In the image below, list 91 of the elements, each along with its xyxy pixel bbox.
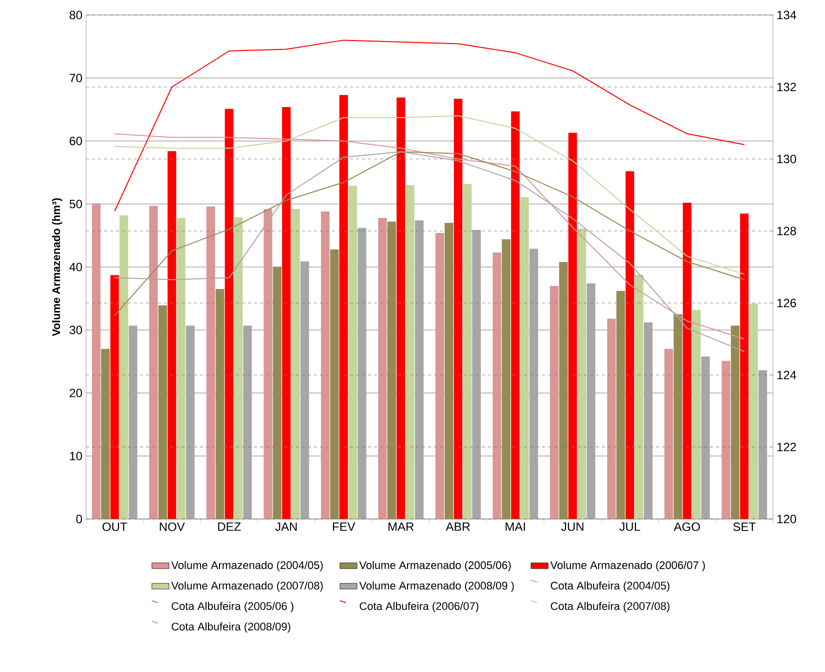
bar (682, 202, 692, 519)
bar (378, 218, 387, 519)
y-tick-label: 70 (70, 74, 82, 82)
bar (502, 239, 510, 519)
legend-label: Volume Armazenado (2004/05) (171, 560, 323, 572)
legend-label: Volume Armazenado (2005/06) (359, 560, 511, 572)
bar (444, 222, 454, 519)
bar (511, 111, 520, 519)
bar (206, 206, 216, 519)
bar (749, 304, 758, 519)
y-tick-label: 50 (70, 200, 82, 208)
y2-tick-label: 126 (777, 298, 796, 308)
legend-label: Volume Armazenado (2008/09 ) (359, 581, 514, 592)
bar (158, 305, 167, 519)
legend-label: Cota Albufeira (2004/05) (550, 581, 670, 592)
x-tick-label: OUT (102, 522, 128, 532)
legend-label: Volume Armazenado (2006/07 ) (550, 560, 705, 572)
y2-tick-label: 130 (777, 154, 796, 164)
bar (396, 98, 406, 519)
bar (463, 184, 472, 519)
x-tick-label: DEZ (218, 522, 241, 531)
bar (387, 222, 396, 519)
line-series (114, 40, 745, 212)
x-tick-label: FEV (332, 522, 356, 531)
x-tick-label: JAN (275, 522, 297, 531)
bar (578, 228, 586, 519)
y2-tick-label: 122 (777, 442, 796, 452)
bar (339, 95, 348, 519)
legend-label: Cota Albufeira (2005/06 ) (172, 602, 294, 612)
bar (120, 215, 128, 519)
x-tick-label: NOV (160, 522, 185, 532)
bar (722, 360, 730, 519)
bar (634, 274, 644, 519)
bar (568, 132, 577, 519)
bar (176, 218, 186, 519)
x-tick-label: AGO (674, 522, 700, 532)
bar (406, 185, 414, 519)
bar (607, 318, 616, 519)
line-series (114, 151, 745, 316)
y2-tick-label: 128 (777, 226, 796, 236)
y2-tick-label: 134 (777, 10, 796, 20)
y-tick-label: 30 (70, 326, 82, 334)
y-tick-label: 80 (70, 10, 82, 20)
bar (110, 275, 119, 519)
line-series (114, 115, 745, 275)
bar (692, 310, 701, 519)
y-tick-label: 60 (70, 136, 82, 146)
y2-tick-label: 124 (777, 370, 796, 380)
x-tick-label: ABR (446, 522, 470, 531)
bar (492, 252, 502, 519)
y-tick-label: 40 (69, 262, 82, 272)
bar (454, 98, 462, 519)
bar (559, 262, 568, 519)
bar (149, 206, 158, 519)
y-tick-label: 20 (70, 388, 82, 398)
x-tick-label: MAR (388, 522, 414, 531)
y-tick-label: 10 (70, 452, 82, 460)
legend-label: Cota Albufeira (2008/09) (172, 622, 290, 633)
y2-tick-label: 132 (777, 82, 796, 92)
bar (730, 326, 740, 519)
bar (520, 197, 529, 519)
bar (740, 213, 749, 519)
y-axis-title: Volume Armazenado (hm³) (52, 198, 62, 336)
bar (168, 151, 176, 519)
bar (92, 203, 101, 519)
bar (616, 290, 625, 519)
bar (101, 348, 110, 519)
bar (664, 348, 674, 519)
legend-label: Cota Albufeira (2006/07) (360, 602, 478, 612)
bar (234, 217, 243, 519)
legend-label: Volume Armazenado (2007/08) (171, 581, 323, 592)
bar (282, 106, 291, 519)
bar (264, 209, 272, 519)
x-tick-label: MAI (506, 522, 525, 531)
bar (550, 286, 559, 519)
x-tick-label: JUL (619, 522, 640, 531)
x-tick-label: SET (733, 522, 756, 532)
bar (435, 232, 444, 519)
bar (626, 171, 634, 519)
bar (272, 266, 282, 519)
bar (330, 249, 339, 519)
x-tick-label: JUN (561, 522, 584, 531)
bar (674, 314, 682, 519)
y-tick-label: 0 (76, 514, 82, 524)
legend-label: Cota Albufeira (2007/08) (550, 602, 670, 612)
bar (348, 186, 358, 519)
y2-tick-label: 120 (777, 514, 796, 524)
bar (216, 289, 224, 519)
bar (291, 209, 300, 519)
bar (224, 108, 234, 519)
bar (320, 212, 330, 519)
